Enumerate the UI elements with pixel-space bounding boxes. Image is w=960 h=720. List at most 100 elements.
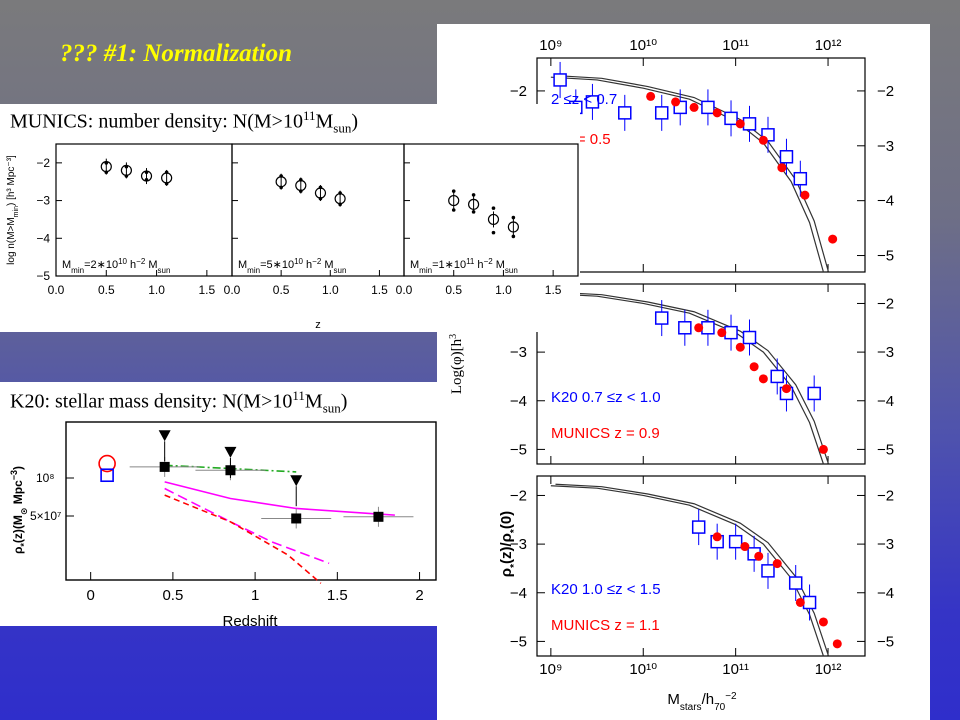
- y-tick-label-right: −4: [877, 393, 894, 410]
- munics-panel-frame: [403, 143, 579, 277]
- dot-point: [279, 185, 283, 190]
- munics-caption-close: ): [351, 110, 359, 133]
- munics-legend-label: MUNICS z = 0.9: [551, 425, 660, 442]
- x-tick-label: 1.0: [322, 283, 339, 297]
- local-blue-square: [100, 468, 114, 483]
- munics-caption-m: M: [315, 110, 334, 133]
- dot-point: [299, 178, 303, 182]
- y-tick-label-right: −3: [877, 138, 894, 155]
- y-tick-label-left: −5: [510, 441, 527, 458]
- upper-limit-triangle: [224, 446, 237, 458]
- munics-panel-label: Mmin=2∗1010 h−2 Msun: [62, 257, 170, 275]
- y-tick-label-right: −4: [877, 585, 894, 602]
- dot-point: [144, 170, 149, 175]
- x-tick-label-bottom: 10⁹: [539, 661, 562, 678]
- y-tick-label-right: −2: [877, 487, 894, 504]
- dot-point: [451, 208, 456, 212]
- dot-point: [299, 189, 303, 193]
- munics-panel-label: Mmin=1∗1011 h−2 Msun: [410, 257, 518, 275]
- k20-point: [728, 534, 743, 549]
- x-tick-label: 0.5: [98, 283, 115, 297]
- munics-point: [671, 97, 681, 107]
- munics-point: [818, 617, 828, 627]
- x-tick-label: 1.5: [545, 283, 562, 297]
- k20-point: [553, 73, 567, 87]
- k20-point: [678, 321, 692, 335]
- k20-point: [654, 311, 669, 325]
- k20-frame: [65, 421, 437, 581]
- dot-point: [104, 161, 109, 165]
- x-tick-label: 1.5: [371, 283, 388, 297]
- k20-point: [701, 100, 715, 115]
- x-tick-label: 0.0: [396, 283, 413, 297]
- y-tick-label-right: −5: [877, 248, 894, 265]
- x-tick-label-bottom: 10¹²: [815, 661, 842, 678]
- munics-panel: MUNICS: number density: N(M>1011Msun) 0.…: [0, 104, 580, 332]
- y-tick-label-left: 10⁸: [36, 471, 54, 485]
- y-tick-label-right: −2: [877, 295, 894, 312]
- x-tick-label-top: 10¹²: [815, 37, 842, 54]
- munics-point: [800, 190, 810, 200]
- x-tick-label-top: 10⁹: [539, 37, 562, 54]
- y-tick-label-right: −5: [877, 441, 894, 458]
- mf-panel-frame: [536, 283, 866, 465]
- dot-point: [164, 181, 169, 186]
- mass-function-chart: 10⁹ 10¹⁰ 10¹¹ 10¹² −2 −2 −3 −3 −4 −4 −5 −5 2 ≤z < 0.…: [448, 37, 895, 713]
- munics-point: [749, 362, 759, 372]
- dot-point: [164, 170, 169, 175]
- k20-point: [618, 106, 632, 120]
- munics-point: [832, 639, 842, 649]
- model-curve: [555, 291, 829, 463]
- red-dashed-line: [164, 494, 322, 584]
- k20-legend-label: K20 1.0 ≤z < 1.5: [551, 581, 661, 598]
- x-tick-label: 0.0: [224, 283, 241, 297]
- k20-panel: K20: stellar mass density: N(M>1011Msun)…: [0, 382, 437, 626]
- k20-x-axis-label: Redshift: [222, 613, 278, 626]
- dot-point: [451, 189, 456, 193]
- k20-point: [724, 111, 738, 126]
- munics-point: [758, 374, 768, 384]
- munics-caption-text: MUNICS: number density: N(M>10: [10, 110, 303, 133]
- magenta-dashed-line: [164, 487, 330, 565]
- y-tick-label: −2: [36, 156, 50, 170]
- munics-point: [694, 323, 704, 333]
- k20-caption-sub: sun: [322, 400, 341, 416]
- dot-point: [318, 196, 323, 201]
- k20-caption-m: M: [304, 390, 323, 413]
- k20-point: [770, 369, 784, 384]
- x-tick-label: 0.5: [445, 283, 462, 297]
- y-tick-label-left: −4: [510, 585, 527, 602]
- munics-y-axis-label: log n(M>Mmin) [h³ Mpc⁻³]: [6, 155, 20, 265]
- filled-square-point: [373, 511, 384, 522]
- munics-point: [781, 384, 791, 394]
- dot-point: [338, 191, 342, 195]
- mf-panel-frame: [536, 475, 866, 657]
- upper-limit-triangle: [290, 475, 303, 487]
- y-tick-label: −4: [36, 231, 50, 245]
- x-tick-label: 0: [86, 587, 94, 604]
- y-tick-label-right: −5: [877, 633, 894, 650]
- x-tick-label: 1.5: [199, 283, 216, 297]
- munics-point: [818, 444, 828, 454]
- k20-point: [742, 330, 757, 345]
- munics-point: [758, 135, 768, 145]
- munics-point: [735, 342, 745, 352]
- k20-point: [742, 117, 757, 131]
- k20-y-axis-label: ρ*(z)(M⊙ Mpc−3): [9, 466, 29, 554]
- munics-caption: MUNICS: number density: N(M>1011Msun): [10, 108, 358, 137]
- y-tick-label-left: −4: [510, 393, 527, 410]
- y-tick-label-left: 5×10⁷: [30, 509, 61, 523]
- dot-point: [104, 170, 109, 175]
- magenta-solid-line: [164, 481, 395, 516]
- k20-point: [654, 106, 669, 120]
- filled-square-point: [291, 513, 302, 524]
- munics-point: [777, 163, 787, 173]
- k20-point: [779, 150, 794, 164]
- munics-point: [795, 597, 805, 607]
- k20-mass-density-chart: 00.511.5210⁸5×10⁷10.50.1Redshiftρ*(z)(M⊙…: [9, 421, 437, 626]
- munics-caption-sub: sun: [333, 120, 352, 136]
- k20-right-y-axis-label: ρ*(z)/ρ*(0): [498, 511, 520, 577]
- k20-point: [788, 576, 803, 590]
- munics-legend-label: MUNICS z = 1.1: [551, 617, 660, 634]
- k20-point: [691, 520, 706, 534]
